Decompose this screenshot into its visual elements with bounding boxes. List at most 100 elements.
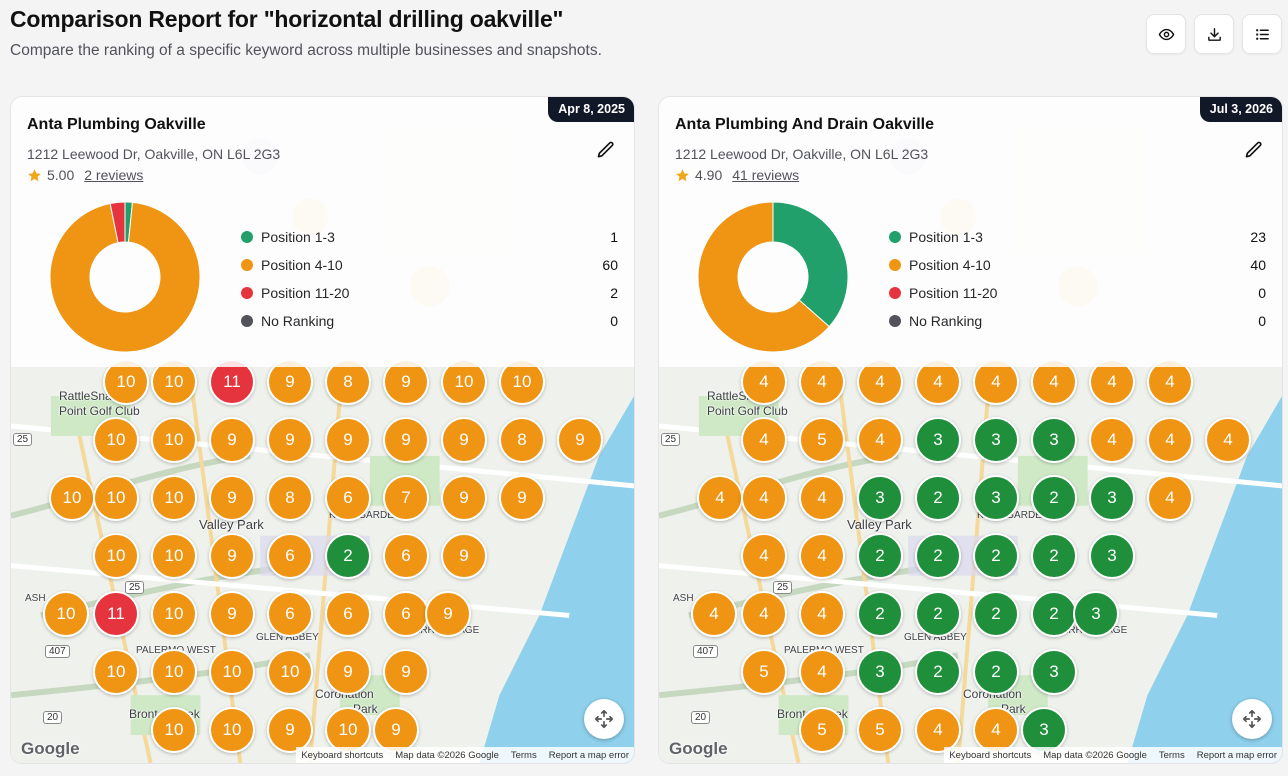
rank-pin[interactable]: 9 [267,417,313,463]
rank-pin[interactable]: 3 [857,649,903,695]
rank-pin[interactable]: 5 [741,649,787,695]
rank-pin[interactable]: 6 [383,533,429,579]
rank-pin[interactable]: 4 [741,417,787,463]
rank-pin[interactable]: 6 [267,533,313,579]
rank-pin[interactable]: 9 [209,591,255,637]
rank-pin[interactable]: 2 [973,533,1019,579]
rank-pin[interactable]: 3 [973,417,1019,463]
rank-pin[interactable]: 5 [799,707,845,753]
rank-pin[interactable]: 5 [857,707,903,753]
rank-pin[interactable]: 4 [1147,475,1193,521]
rank-pin[interactable]: 8 [267,475,313,521]
rank-pin[interactable]: 10 [93,649,139,695]
rank-pin[interactable]: 10 [151,707,197,753]
fullscreen-button[interactable] [1232,699,1272,739]
rank-pin[interactable]: 4 [799,649,845,695]
rank-pin[interactable]: 7 [383,475,429,521]
rank-pin[interactable]: 2 [915,591,961,637]
rank-pin[interactable]: 3 [1031,649,1077,695]
rank-pin[interactable]: 9 [209,417,255,463]
rank-pin[interactable]: 9 [267,707,313,753]
rank-pin[interactable]: 5 [799,417,845,463]
rank-pin[interactable]: 9 [325,649,371,695]
pencil-icon[interactable] [596,140,616,160]
rank-pin[interactable]: 3 [1089,533,1135,579]
rank-pin[interactable]: 4 [799,475,845,521]
rank-pin[interactable]: 4 [741,475,787,521]
rank-pin[interactable]: 2 [915,475,961,521]
rank-pin[interactable]: 9 [499,475,545,521]
rank-pin[interactable]: 10 [325,707,371,753]
rank-pin[interactable]: 9 [441,475,487,521]
rank-pin[interactable]: 9 [383,649,429,695]
reviews-link[interactable]: 41 reviews [732,167,800,183]
rank-pin[interactable]: 4 [697,475,743,521]
rank-pin[interactable]: 4 [1205,417,1251,463]
rank-pin[interactable]: 4 [741,533,787,579]
rank-pin[interactable]: 4 [1147,417,1193,463]
reviews-link[interactable]: 2 reviews [84,167,144,183]
rank-pin[interactable]: 6 [267,591,313,637]
rank-pin[interactable]: 10 [151,533,197,579]
rank-pin[interactable]: 4 [691,591,737,637]
report-error-link[interactable]: Report a map error [548,749,629,761]
rank-pin[interactable]: 4 [973,707,1019,753]
fullscreen-button[interactable] [584,699,624,739]
terms-link[interactable]: Terms [1158,749,1185,761]
rank-pin[interactable]: 2 [325,533,371,579]
rank-pin[interactable]: 2 [973,591,1019,637]
rank-pin[interactable]: 3 [857,475,903,521]
view-button[interactable] [1146,14,1186,54]
rank-pin[interactable]: 4 [799,533,845,579]
rank-pin[interactable]: 9 [557,417,603,463]
rank-pin[interactable]: 9 [441,533,487,579]
rank-pin[interactable]: 3 [1021,707,1067,753]
rank-pin[interactable]: 3 [973,475,1019,521]
rank-pin[interactable]: 9 [209,475,255,521]
rank-pin[interactable]: 2 [1031,475,1077,521]
rank-pin[interactable]: 4 [799,591,845,637]
rank-pin[interactable]: 10 [43,591,89,637]
rank-pin[interactable]: 10 [93,475,139,521]
rank-pin[interactable]: 2 [915,533,961,579]
rank-pin[interactable]: 10 [93,417,139,463]
rank-pin[interactable]: 10 [209,649,255,695]
rank-pin[interactable]: 10 [209,707,255,753]
pencil-icon[interactable] [1244,140,1264,160]
terms-link[interactable]: Terms [510,749,537,761]
rank-pin[interactable]: 9 [209,533,255,579]
rank-pin[interactable]: 10 [151,591,197,637]
rank-pin[interactable]: 6 [325,475,371,521]
rank-pin[interactable]: 3 [1031,417,1077,463]
rank-pin[interactable]: 2 [857,533,903,579]
rank-pin[interactable]: 10 [151,475,197,521]
rank-pin[interactable]: 2 [857,591,903,637]
keyboard-shortcuts-link[interactable]: Keyboard shortcuts [301,749,384,761]
rank-pin[interactable]: 2 [915,649,961,695]
rank-pin[interactable]: 2 [1031,591,1077,637]
rank-pin[interactable]: 6 [383,591,429,637]
rank-pin[interactable]: 9 [325,417,371,463]
rank-pin[interactable]: 4 [741,591,787,637]
keyboard-shortcuts-link[interactable]: Keyboard shortcuts [949,749,1032,761]
rank-pin[interactable]: 2 [973,649,1019,695]
rank-pin[interactable]: 9 [383,417,429,463]
rank-pin[interactable]: 10 [151,417,197,463]
rank-pin[interactable]: 10 [49,475,95,521]
rank-pin[interactable]: 4 [857,417,903,463]
rank-pin[interactable]: 4 [915,707,961,753]
report-error-link[interactable]: Report a map error [1196,749,1277,761]
rank-pin[interactable]: 3 [1089,475,1135,521]
download-button[interactable] [1194,14,1234,54]
list-button[interactable] [1242,14,1282,54]
rank-pin[interactable]: 8 [499,417,545,463]
rank-pin[interactable]: 3 [1073,591,1119,637]
rank-pin[interactable]: 9 [425,591,471,637]
rank-pin[interactable]: 2 [1031,533,1077,579]
rank-pin[interactable]: 6 [325,591,371,637]
rank-pin[interactable]: 10 [93,533,139,579]
rank-pin[interactable]: 10 [151,649,197,695]
rank-pin[interactable]: 9 [441,417,487,463]
rank-pin[interactable]: 4 [1089,417,1135,463]
rank-pin[interactable]: 11 [93,591,139,637]
